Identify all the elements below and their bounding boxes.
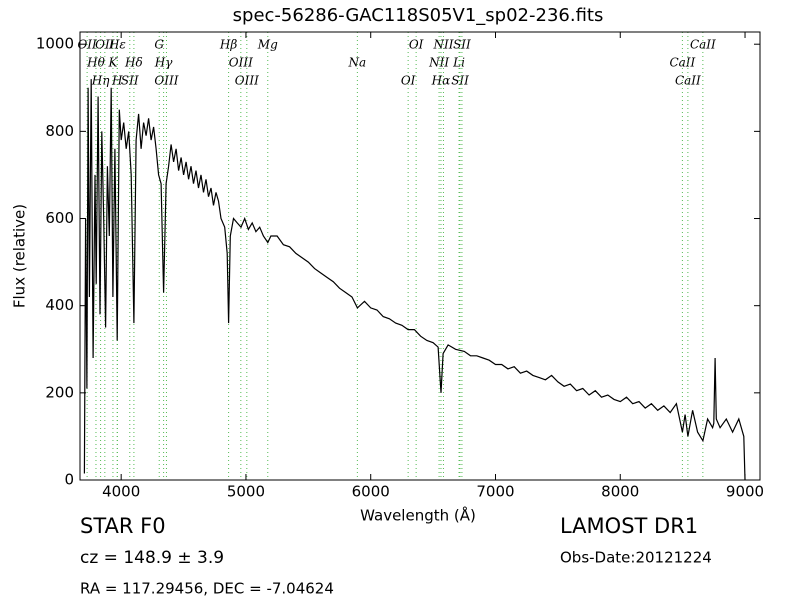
- reference-label: Hγ: [154, 56, 173, 70]
- chart-title: spec-56286-GAC118S05V1_sp02-236.fits: [233, 5, 604, 26]
- x-tick-label: 8000: [601, 483, 639, 501]
- reference-label: OIII: [235, 74, 259, 88]
- reference-label: Hα: [431, 74, 451, 88]
- x-tick-label: 4000: [102, 483, 140, 501]
- date-label: Obs-Date:20121224: [560, 549, 712, 567]
- reference-label: Hβ: [219, 38, 237, 52]
- reference-label: OII: [77, 38, 97, 52]
- reference-label: Hε: [108, 38, 126, 52]
- reference-label: CaII: [675, 74, 701, 88]
- reference-label: SII: [121, 74, 139, 88]
- reference-label: Mg: [257, 38, 278, 52]
- cz-label: cz = 148.9 ± 3.9: [80, 548, 224, 568]
- reference-label: OIII: [154, 74, 178, 88]
- reference-label: OI: [401, 74, 416, 88]
- y-tick-label: 0: [64, 471, 74, 489]
- reference-label: SII: [453, 38, 471, 52]
- reference-label: CaII: [669, 56, 695, 70]
- y-tick-label: 800: [45, 122, 74, 140]
- x-tick-label: 7000: [476, 483, 514, 501]
- reference-label: G: [154, 38, 164, 52]
- reference-label: NII: [432, 38, 453, 52]
- x-axis-label: Wavelength (Å): [360, 506, 476, 525]
- y-tick-label: 600: [45, 209, 74, 227]
- reference-label: K: [107, 56, 118, 70]
- reference-label: Hθ: [86, 56, 105, 70]
- reference-label: OIII: [229, 56, 253, 70]
- reference-label: Li: [452, 56, 465, 70]
- reference-label: Na: [348, 56, 367, 70]
- y-tick-label: 200: [45, 383, 74, 401]
- reference-label: OI: [409, 38, 424, 52]
- y-tick-label: 400: [45, 296, 74, 314]
- coords-label: RA = 117.29456, DEC = -7.04624: [80, 580, 334, 598]
- y-axis-label: Flux (relative): [11, 204, 29, 308]
- reference-label: SII: [451, 74, 469, 88]
- x-tick-label: 9000: [726, 483, 764, 501]
- plot-frame: [79, 31, 761, 481]
- reference-label: CaII: [690, 38, 716, 52]
- reference-label: Hδ: [124, 56, 143, 70]
- survey-label: LAMOST DR1: [560, 514, 698, 538]
- class-label: STAR F0: [80, 514, 166, 538]
- reference-label: Hη: [91, 74, 110, 88]
- x-tick-label: 5000: [227, 483, 265, 501]
- y-tick-label: 1000: [36, 35, 74, 53]
- x-tick-label: 6000: [352, 483, 390, 501]
- reference-label: NII: [428, 56, 449, 70]
- reference-label: OII: [95, 38, 115, 52]
- spectrum-line: [83, 79, 746, 481]
